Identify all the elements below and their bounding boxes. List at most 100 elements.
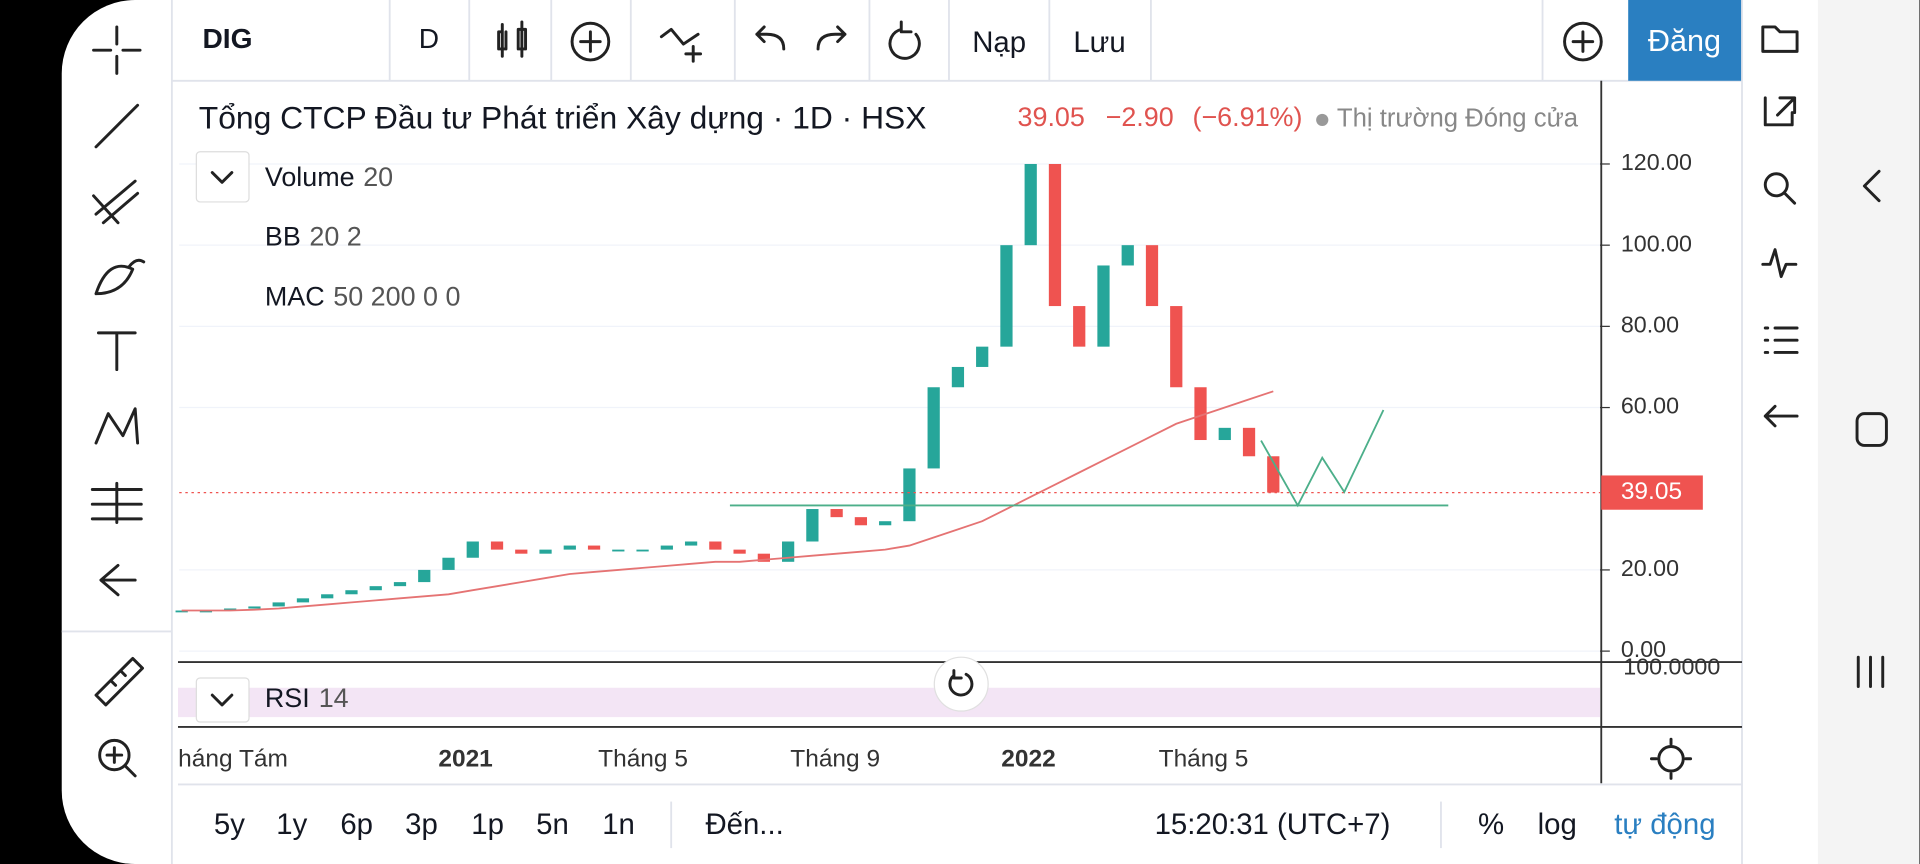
last-price: 39.05 [1018,102,1085,132]
hide-tool[interactable] [99,563,137,597]
nav-home[interactable] [1855,412,1888,447]
range-button[interactable]: 3p [405,808,438,841]
compare-button[interactable] [659,27,703,63]
line-tool[interactable] [94,103,140,149]
candle [1048,163,1062,307]
goto-button[interactable]: Đến... [705,808,783,841]
range-button[interactable]: 5n [536,808,569,841]
popout-button[interactable] [1763,96,1797,127]
reset-scale-icon [948,669,974,697]
candle [951,366,965,388]
symbol[interactable]: DIG [202,23,252,54]
measure-tool[interactable] [90,481,143,525]
add-button[interactable] [1563,21,1603,62]
candle [587,545,601,550]
candle [1170,306,1183,388]
candle [563,545,576,550]
legend-toggle[interactable] [195,151,250,203]
candle [1218,427,1231,441]
candle [709,541,722,550]
candle [1145,245,1159,307]
folder-button[interactable] [1761,25,1799,53]
range-button[interactable]: 6p [340,808,373,841]
reset-button[interactable] [888,20,921,60]
candle [636,549,649,552]
clock: 15:20:31 (UTC+7) [1155,808,1391,841]
market-status: Thị trường Đóng cửa [1337,105,1579,133]
indicator-params: 20 2 [309,222,361,252]
search-icon [1783,191,1797,205]
candle [806,509,819,542]
zoom-tool[interactable] [98,738,131,772]
interval[interactable]: D [419,23,439,54]
redo-button[interactable] [816,25,847,51]
crosshair-tool[interactable] [92,25,142,75]
log-toggle[interactable]: log [1538,808,1577,841]
candle [879,521,892,526]
indicators-button[interactable] [1761,248,1798,279]
chart-title: Tổng CTCP Đầu tư Phát triển Xây dựng · 1… [199,99,927,135]
candle [903,468,916,522]
drawn-path[interactable] [1260,409,1385,508]
watchlist-button[interactable] [1763,326,1799,354]
search-button[interactable] [1763,172,1789,198]
candle [224,608,237,611]
fork-tool[interactable] [92,179,140,225]
candle [248,606,261,609]
rsi-toggle[interactable] [195,677,250,723]
undo-button[interactable] [755,25,786,51]
time-axis-label: 2021 [438,745,492,772]
candle [733,549,746,554]
time-axis-label: Tháng 5 [1159,745,1249,772]
app-background [61,0,1898,864]
candle [321,594,334,599]
legend-toggle-icon [210,171,234,184]
y-tick-label: 0.00 [1621,636,1666,662]
range-button[interactable]: 1n [602,808,635,841]
rsi-name: RSI [265,683,310,713]
candle [757,553,770,562]
price-change: −2.90 [1106,102,1174,132]
signup-button[interactable] [1628,0,1743,81]
candle [612,549,625,552]
nav-recents[interactable] [1856,655,1885,689]
candle [1024,163,1037,246]
settings-button[interactable] [1649,737,1693,780]
candle [393,582,407,587]
indicator-icon [579,30,602,53]
range-button[interactable]: 5y [214,808,245,841]
candle [660,545,673,550]
candle [490,541,504,550]
range-button[interactable]: 1y [276,808,307,841]
ruler-tool[interactable] [94,656,144,707]
percent-toggle[interactable]: % [1478,808,1504,841]
text-tool[interactable] [96,331,137,372]
reset-scale-button[interactable] [933,656,989,712]
candle [1000,245,1013,347]
y-tick-label: 120.00 [1621,149,1692,175]
add-icon [1571,30,1595,53]
candle [199,610,213,613]
rsi-band [177,687,1601,718]
indicator-name: Volume [265,162,355,192]
nav-back[interactable] [1862,169,1881,203]
candle [1242,427,1256,457]
y-tick-label: 100.00 [1621,230,1692,256]
price-label-box [1601,475,1703,510]
auto-toggle[interactable]: tự động [1614,808,1715,841]
y-tick-label: 80.00 [1621,312,1679,338]
load-button[interactable]: Nạp [972,26,1026,59]
save-button[interactable]: Lưu [1073,26,1125,59]
pattern-tool[interactable] [94,407,140,445]
indicator-name: BB [265,222,301,252]
candle [515,549,528,554]
candle [927,387,940,469]
chart-type-button[interactable] [497,20,528,58]
candle [684,541,698,546]
nav-bar [1817,0,1920,864]
range-button[interactable]: 1p [471,808,504,841]
brush-tool[interactable] [94,258,146,296]
collapse-button[interactable] [1763,404,1799,428]
indicator-button[interactable] [570,21,611,62]
